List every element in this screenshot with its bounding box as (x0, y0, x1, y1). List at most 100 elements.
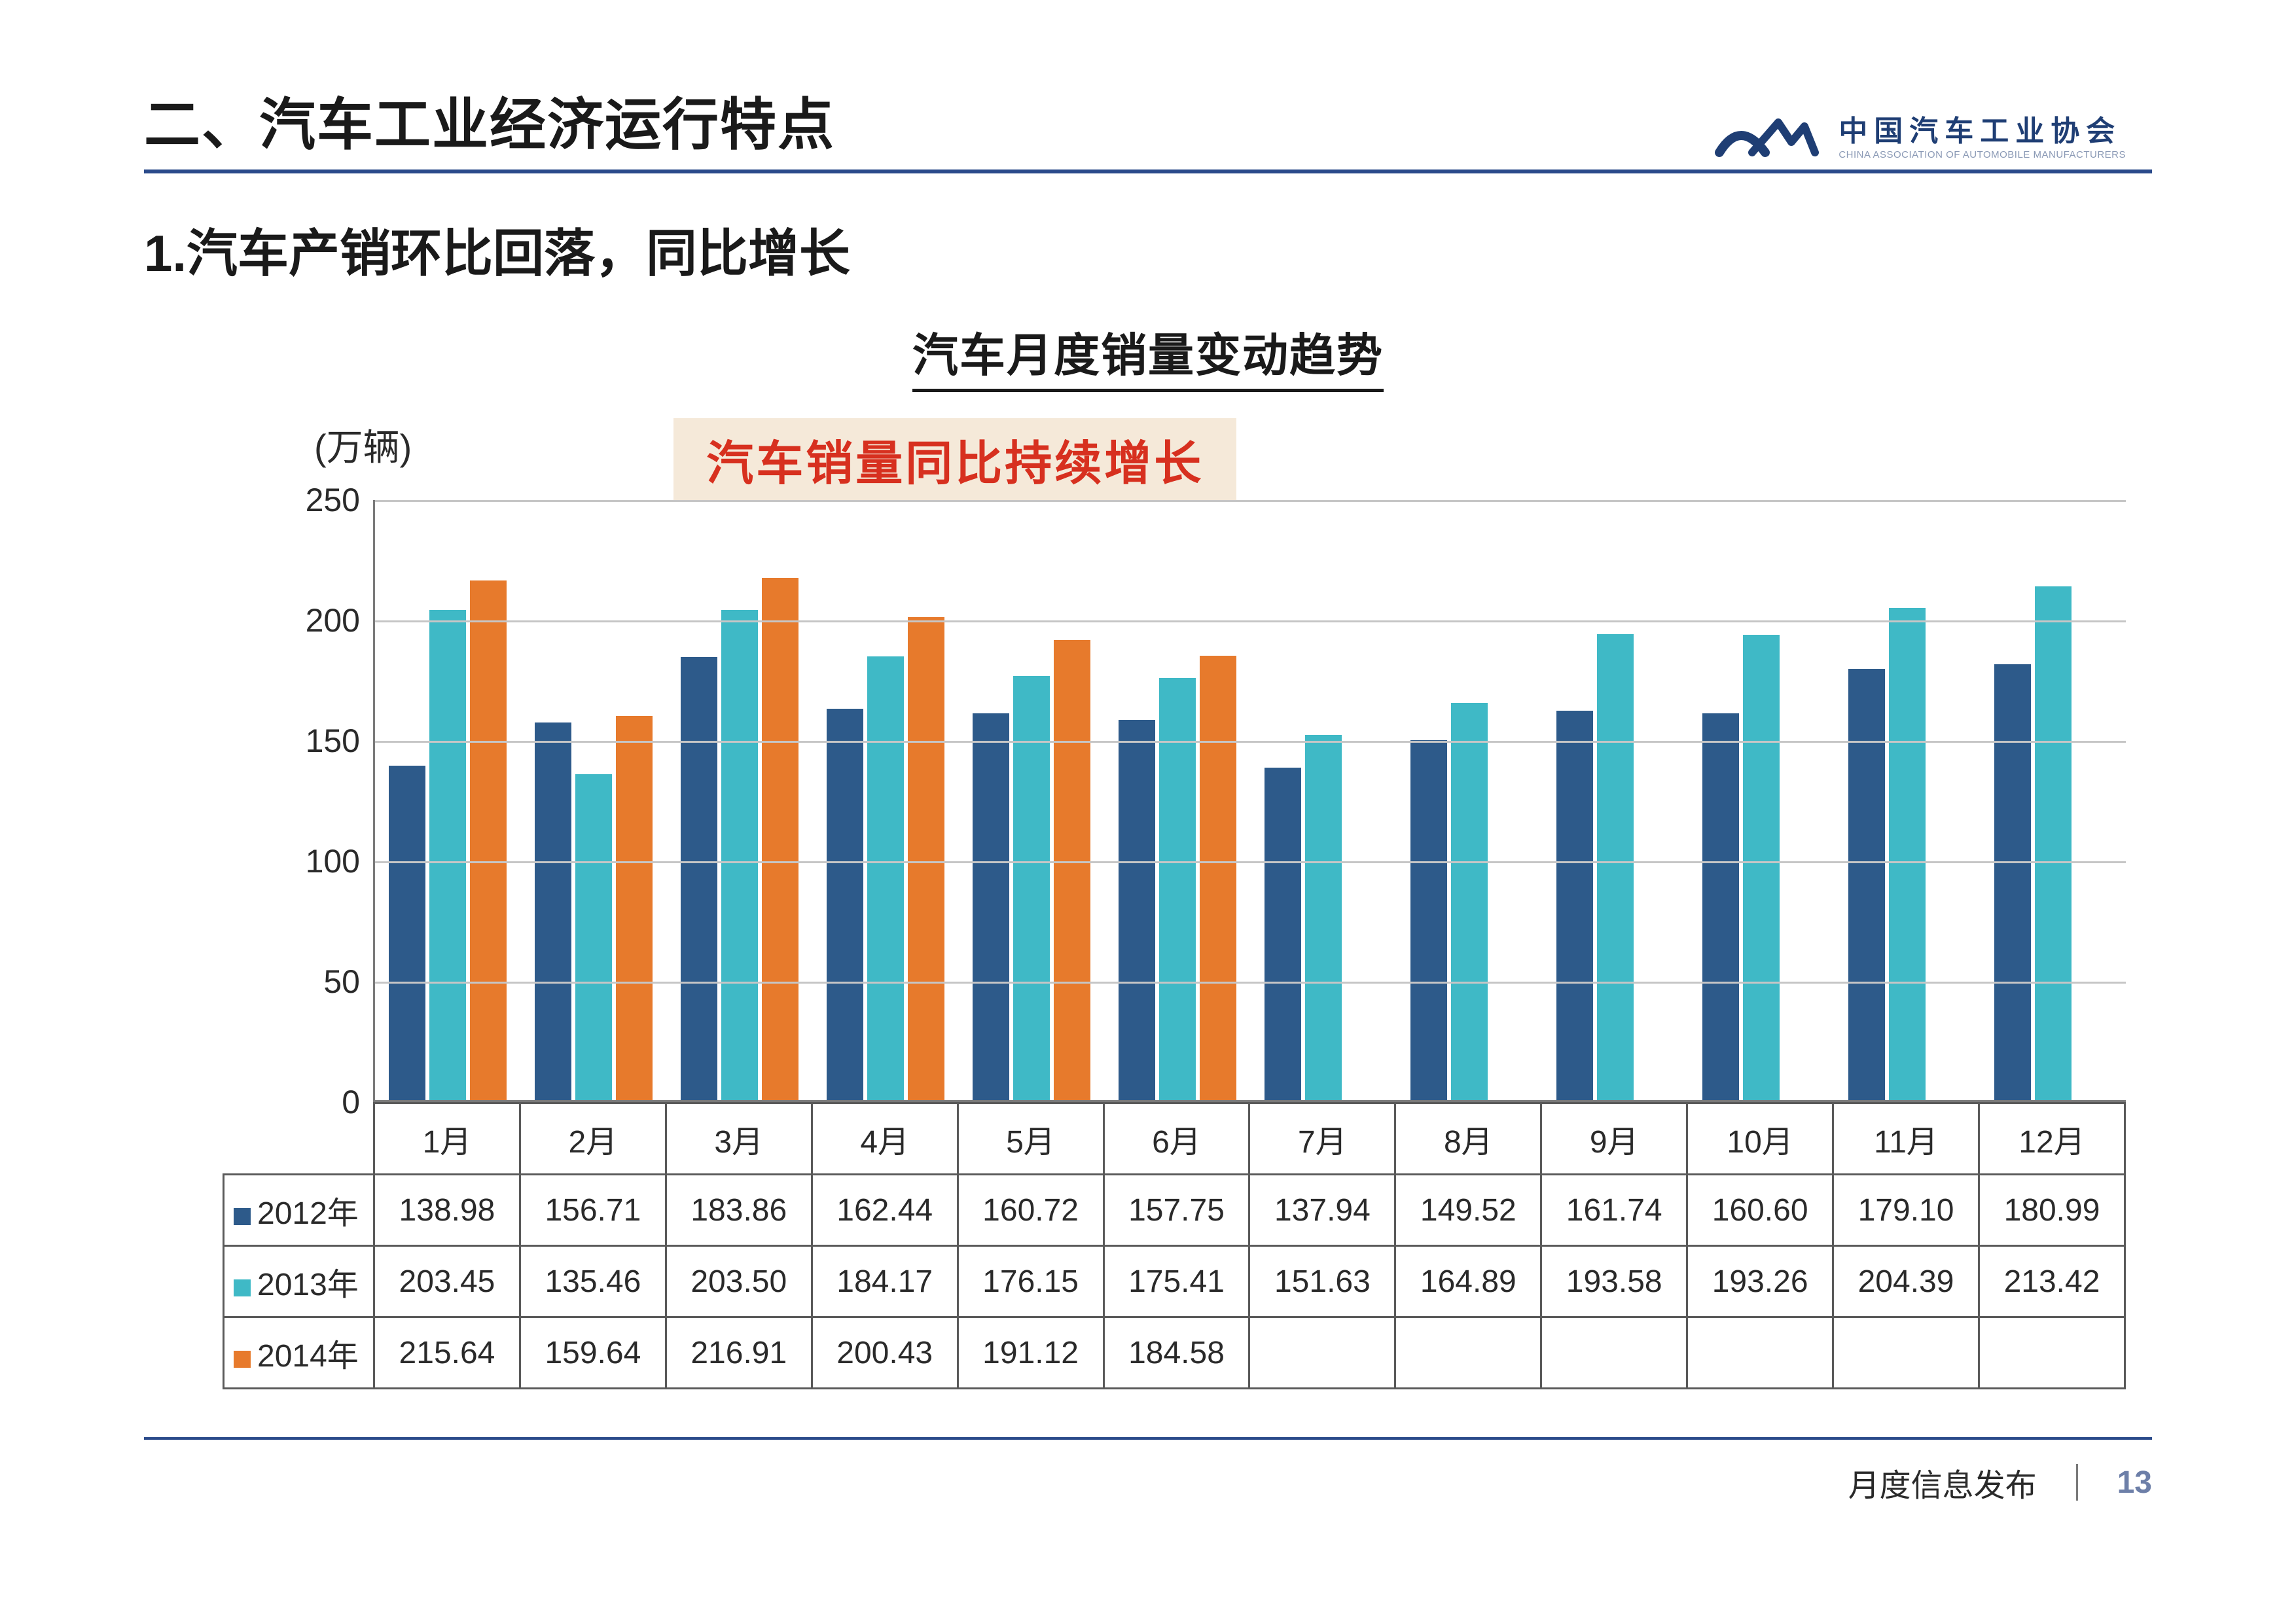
bar-group (1542, 500, 1688, 1100)
bar (1597, 634, 1634, 1100)
bar (389, 766, 425, 1100)
table-col-header: 4月 (812, 1103, 958, 1175)
bar-group (1688, 500, 1834, 1100)
y-axis: 250200150100500 (223, 500, 373, 1102)
table-cell: 160.72 (958, 1175, 1103, 1246)
bar (721, 610, 758, 1100)
table-cell: 184.58 (1103, 1317, 1249, 1389)
table-cell (1833, 1317, 1979, 1389)
table-cell: 138.98 (374, 1175, 520, 1246)
table-col-header: 2月 (520, 1103, 666, 1175)
bar-group (667, 500, 813, 1100)
bar (681, 657, 717, 1100)
bar (762, 578, 798, 1100)
table-col-header: 3月 (666, 1103, 812, 1175)
bar (1994, 664, 2031, 1100)
plot-area (373, 500, 2126, 1102)
table-cell: 157.75 (1103, 1175, 1249, 1246)
bar (616, 716, 653, 1100)
footer-divider (2076, 1464, 2078, 1501)
page-number: 13 (2117, 1465, 2152, 1501)
table-cell: 180.99 (1979, 1175, 2125, 1246)
table-cell (1249, 1317, 1395, 1389)
bar (867, 656, 904, 1100)
bar-group (375, 500, 521, 1100)
header: 二、汽车工业经济运行特点 中国汽车工业协会 CHINA ASSOCIATION … (144, 79, 2152, 173)
table-cell (1395, 1317, 1541, 1389)
section-title: 二、汽车工业经济运行特点 (144, 79, 835, 160)
bar (470, 580, 507, 1100)
bar-group (1105, 500, 1251, 1100)
table-cell (1979, 1317, 2125, 1389)
table-cell: 175.41 (1103, 1246, 1249, 1317)
table-cell: 213.42 (1979, 1246, 2125, 1317)
series-swatch (234, 1351, 251, 1368)
subtitle: 1.汽车产销环比回落，同比增长 (144, 213, 2152, 286)
table-cell: 200.43 (812, 1317, 958, 1389)
bar-group (1980, 500, 2126, 1100)
table-col-header: 10月 (1687, 1103, 1833, 1175)
footer: 月度信息发布 13 (144, 1437, 2152, 1505)
bar (1265, 768, 1301, 1100)
bar (1410, 740, 1447, 1100)
bar (2035, 586, 2072, 1100)
bar (1013, 676, 1050, 1100)
table-col-header: 1月 (374, 1103, 520, 1175)
series-swatch (234, 1208, 251, 1225)
table-col-header: 5月 (958, 1103, 1103, 1175)
table-cell: 216.91 (666, 1317, 812, 1389)
table-cell: 191.12 (958, 1317, 1103, 1389)
chart: (万辆) 汽车销量同比持续增长 250200150100500 1月2月3月4月… (223, 418, 2126, 1389)
bar-group (1396, 500, 1542, 1100)
table-col-header: 9月 (1541, 1103, 1687, 1175)
series-swatch (234, 1279, 251, 1296)
bar (1305, 735, 1342, 1100)
table-cell: 149.52 (1395, 1175, 1541, 1246)
table-cell: 161.74 (1541, 1175, 1687, 1246)
table-cell: 137.94 (1249, 1175, 1395, 1246)
table-row-header: 2012年 (224, 1175, 374, 1246)
table-cell: 162.44 (812, 1175, 958, 1246)
table-cell: 193.26 (1687, 1246, 1833, 1317)
table-col-header: 12月 (1979, 1103, 2125, 1175)
table-cell: 135.46 (520, 1246, 666, 1317)
table-cell: 204.39 (1833, 1246, 1979, 1317)
bar-group (1834, 500, 1980, 1100)
bar (1889, 608, 1926, 1100)
table-cell: 183.86 (666, 1175, 812, 1246)
table-col-header: 6月 (1103, 1103, 1249, 1175)
table-cell: 156.71 (520, 1175, 666, 1246)
bar (1743, 635, 1780, 1100)
table-cell: 215.64 (374, 1317, 520, 1389)
chart-title: 汽车月度销量变动趋势 (912, 319, 1384, 392)
bar (827, 709, 863, 1100)
table-col-header: 8月 (1395, 1103, 1541, 1175)
bar-group (959, 500, 1105, 1100)
bar (535, 722, 571, 1100)
bar (908, 617, 944, 1100)
bar-group (1251, 500, 1397, 1100)
logo-text-cn: 中国汽车工业协会 (1839, 107, 2126, 149)
bar (973, 713, 1009, 1100)
table-cell (1687, 1317, 1833, 1389)
table-cell: 159.64 (520, 1317, 666, 1389)
bar (1119, 720, 1155, 1100)
bar (1451, 703, 1488, 1100)
table-cell: 176.15 (958, 1246, 1103, 1317)
bar (429, 610, 466, 1100)
table-cell: 151.63 (1249, 1246, 1395, 1317)
bar-group (813, 500, 959, 1100)
table-cell: 160.60 (1687, 1175, 1833, 1246)
logo-text-en: CHINA ASSOCIATION OF AUTOMOBILE MANUFACT… (1839, 149, 2126, 160)
bar (1556, 711, 1593, 1100)
table-cell (1541, 1317, 1687, 1389)
bar (1200, 656, 1236, 1100)
bar (575, 774, 612, 1100)
chart-highlight: 汽车销量同比持续增长 (673, 418, 1236, 500)
bar (1054, 640, 1090, 1100)
table-cell: 193.58 (1541, 1246, 1687, 1317)
logo-icon (1714, 115, 1819, 160)
bar (1702, 713, 1739, 1100)
table-cell: 203.50 (666, 1246, 812, 1317)
table-cell: 184.17 (812, 1246, 958, 1317)
